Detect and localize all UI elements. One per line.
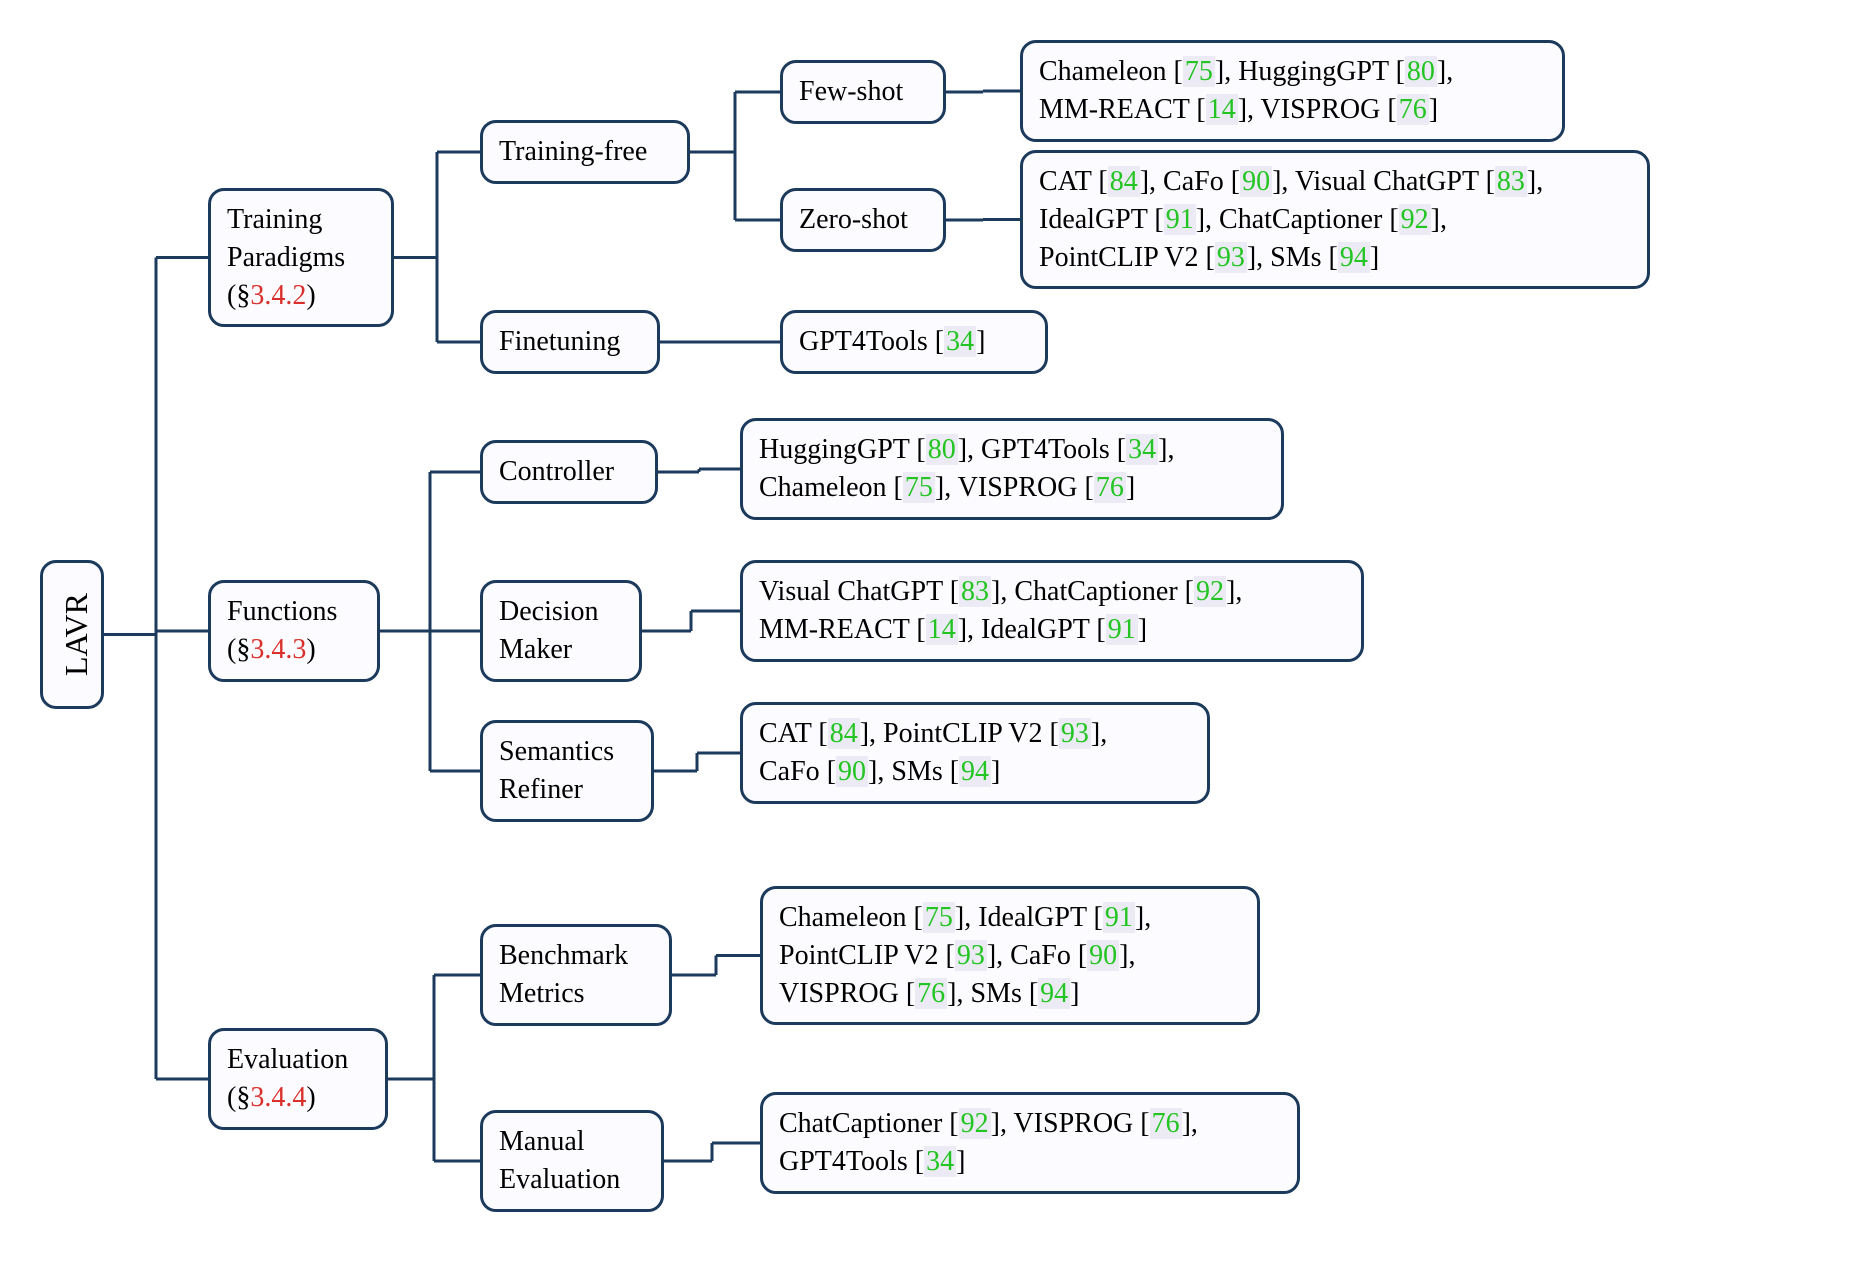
node-controller_leaf: HuggingGPT [80], GPT4Tools [34],Chameleo…	[740, 418, 1284, 520]
node-manual_evaluation: Manual Evaluation	[480, 1110, 664, 1212]
node-semantics_refiner: Semantics Refiner	[480, 720, 654, 822]
node-root: LAVR	[40, 560, 104, 709]
node-semantics_refiner_leaf: CAT [84], PointCLIP V2 [93],CaFo [90], S…	[740, 702, 1210, 804]
node-training_paradigms: TrainingParadigms(§3.4.2)	[208, 188, 394, 327]
node-training_free: Training-free	[480, 120, 690, 184]
node-decision_maker: Decision Maker	[480, 580, 642, 682]
node-manual_leaf: ChatCaptioner [92], VISPROG [76],GPT4Too…	[760, 1092, 1300, 1194]
node-benchmark_leaf: Chameleon [75], IdealGPT [91],PointCLIP …	[760, 886, 1260, 1025]
node-zero_shot_leaf: CAT [84], CaFo [90], Visual ChatGPT [83]…	[1020, 150, 1650, 289]
node-evaluation: Evaluation(§3.4.4)	[208, 1028, 388, 1130]
node-finetuning_leaf: GPT4Tools [34]	[780, 310, 1048, 374]
node-decision_maker_leaf: Visual ChatGPT [83], ChatCaptioner [92],…	[740, 560, 1364, 662]
node-functions: Functions(§3.4.3)	[208, 580, 380, 682]
tree-diagram: LAVR TrainingParadigms(§3.4.2) Training-fr…	[20, 20, 1854, 1262]
node-zero_shot: Zero-shot	[780, 188, 946, 252]
node-few_shot_leaf: Chameleon [75], HuggingGPT [80],MM-REACT…	[1020, 40, 1565, 142]
node-few_shot: Few-shot	[780, 60, 946, 124]
node-finetuning: Finetuning	[480, 310, 660, 374]
node-controller: Controller	[480, 440, 658, 504]
node-benchmark_metrics: Benchmark Metrics	[480, 924, 672, 1026]
